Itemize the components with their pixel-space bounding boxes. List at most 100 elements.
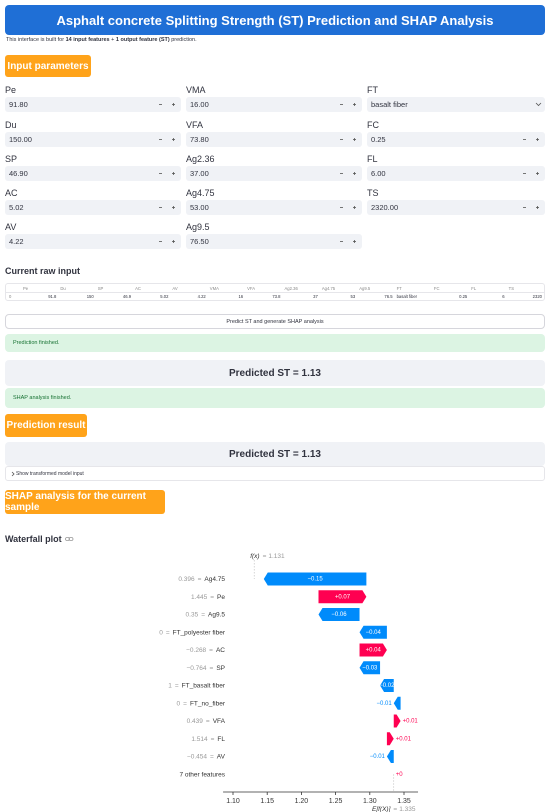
feature-eq: =: [210, 664, 214, 671]
shap-value-label: −0.06: [331, 612, 347, 618]
feature-name: Ag4.75: [204, 576, 225, 583]
shap-value-label: −0.03: [362, 665, 378, 671]
field-label: Ag9.5: [186, 222, 210, 232]
input-controls[interactable]: [519, 166, 545, 181]
shap-value-label: +0: [396, 772, 404, 778]
table-header: VFA: [247, 286, 256, 291]
table-header: FL: [471, 286, 477, 291]
field-input[interactable]: 16.00: [186, 97, 362, 112]
feature-name: Pe: [217, 593, 225, 600]
input-controls[interactable]: [155, 234, 181, 249]
field-value: 73.80: [190, 135, 209, 144]
table-header: SP: [97, 286, 104, 291]
table-header: FT: [396, 286, 402, 291]
feature-label: 0.396 = Ag4.75: [178, 576, 225, 583]
field-input[interactable]: 4.22: [5, 234, 181, 249]
field-label: Ag4.75: [186, 188, 215, 198]
input-controls[interactable]: [336, 200, 362, 215]
feature-name: FT_no_fiber: [190, 700, 226, 707]
feature-value: 0.35: [186, 611, 199, 618]
section-heading: Waterfall plot: [5, 534, 74, 544]
input-controls[interactable]: [155, 97, 181, 112]
intro: This interface is built for 14 input fea…: [6, 37, 197, 43]
field-input[interactable]: basalt fiber: [367, 97, 545, 112]
table-cell: 73.8: [272, 294, 281, 299]
feature-label: 1 = FT_basalt fiber: [168, 682, 226, 689]
fx-name: f(x): [250, 553, 259, 560]
shap-value-label: +0.01: [403, 719, 419, 725]
intro-text: 14 input features: [65, 37, 110, 43]
input-controls[interactable]: [336, 97, 362, 112]
table-header: TS: [508, 286, 514, 291]
table-header: VMA: [209, 286, 219, 291]
feature-eq: =: [210, 593, 214, 600]
input-controls[interactable]: [336, 234, 362, 249]
field-input[interactable]: 46.90: [5, 166, 181, 181]
input-controls[interactable]: [519, 97, 545, 112]
field-input[interactable]: 76.50: [186, 234, 362, 249]
field-value: 53.00: [190, 203, 209, 212]
section-button[interactable]: SHAP analysis for the current sample: [5, 490, 165, 514]
input-controls[interactable]: [155, 200, 181, 215]
table-header: FC: [433, 286, 440, 291]
table-header: Du: [60, 286, 66, 291]
field-input[interactable]: 91.80: [5, 97, 181, 112]
feature-value: 1: [168, 682, 172, 689]
table-cell: 2320: [532, 294, 542, 299]
table-cell: 91.8: [48, 294, 57, 299]
intro-text: prediction.: [169, 37, 197, 43]
input-controls[interactable]: [519, 132, 545, 147]
field-input[interactable]: 6.00: [367, 166, 545, 181]
feature-eq: =: [201, 611, 205, 618]
table-cell: 4.22: [197, 294, 206, 299]
link-icon[interactable]: [64, 536, 74, 542]
field-label: TS: [367, 188, 379, 198]
field-value: 4.22: [9, 237, 24, 246]
table-cell: 53: [350, 294, 356, 299]
feature-name: 7 other features: [179, 771, 225, 778]
field-input[interactable]: 0.25: [367, 132, 545, 147]
feature-label: 0.439 = VFA: [187, 718, 226, 725]
shap-value-label: −0.01: [377, 701, 393, 707]
input-controls[interactable]: [519, 200, 545, 215]
input-controls[interactable]: [336, 132, 362, 147]
field-input[interactable]: 37.00: [186, 166, 362, 181]
table-header: Ag9.5: [359, 286, 371, 291]
input-controls[interactable]: [336, 166, 362, 181]
header-title: Asphalt concrete Splitting Strength (ST)…: [5, 5, 545, 35]
feature-label: 1.445 = Pe: [191, 593, 225, 600]
intro-text: This interface is built for: [6, 37, 66, 43]
shap-bar: [393, 714, 401, 728]
feature-label: −0.764 = SP: [186, 664, 225, 671]
field-value: 0.25: [371, 135, 386, 144]
field-value: basalt fiber: [371, 100, 408, 109]
shap-value-label: −0.02: [379, 683, 395, 689]
feature-value: 0: [159, 629, 163, 636]
fx-eq: =: [263, 553, 267, 560]
field-value: 150.00: [9, 135, 32, 144]
x-tick-label: 1.15: [260, 798, 274, 805]
table-header: AV: [172, 286, 178, 291]
field-value: 91.80: [9, 100, 28, 109]
feature-name: VFA: [213, 718, 226, 725]
feature-value: −0.268: [186, 647, 206, 654]
expander[interactable]: Show transformed model input: [5, 466, 545, 481]
feature-value: 0.396: [178, 576, 195, 583]
table-cell: 37: [313, 294, 318, 299]
field-input[interactable]: 5.02: [5, 200, 181, 215]
section-button[interactable]: Input parameters: [5, 55, 91, 77]
prediction-box: Predicted ST = 1.13: [5, 360, 545, 386]
success-message: Prediction finished.: [5, 334, 545, 352]
table-cell: 150: [86, 294, 94, 299]
field-input[interactable]: 150.00: [5, 132, 181, 147]
field-input[interactable]: 73.80: [186, 132, 362, 147]
predict-button[interactable]: Predict ST and generate SHAP analysis: [5, 314, 545, 329]
shap-bar: [386, 750, 394, 763]
field-input[interactable]: 2320.00: [367, 200, 545, 215]
shap-bar: [393, 696, 401, 710]
section-button[interactable]: Prediction result: [5, 414, 87, 437]
section-heading: Current raw input: [5, 266, 81, 276]
input-controls[interactable]: [155, 166, 181, 181]
input-controls[interactable]: [155, 132, 181, 147]
field-input[interactable]: 53.00: [186, 200, 362, 215]
